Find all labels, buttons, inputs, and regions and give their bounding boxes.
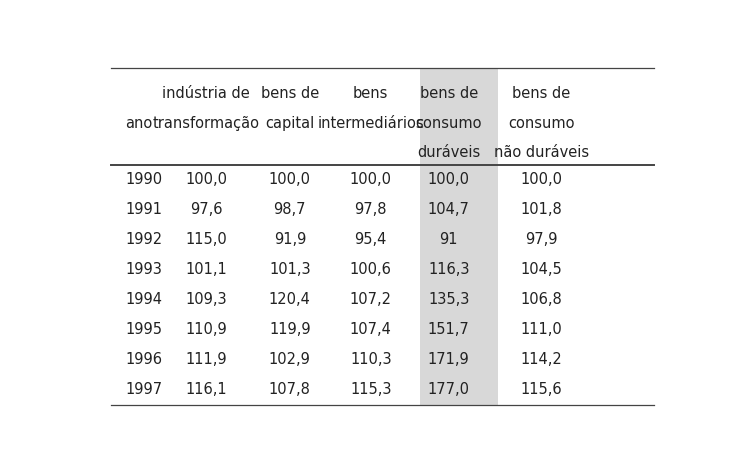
Text: 1997: 1997 — [125, 382, 162, 398]
Text: consumo: consumo — [508, 116, 574, 131]
Text: 102,9: 102,9 — [269, 352, 311, 367]
Text: transformação: transformação — [152, 116, 260, 131]
Text: 101,1: 101,1 — [185, 262, 227, 278]
Text: consumo: consumo — [416, 116, 482, 131]
Text: 177,0: 177,0 — [427, 382, 470, 398]
Text: 100,0: 100,0 — [269, 173, 311, 187]
Text: 100,6: 100,6 — [350, 262, 392, 278]
Text: 111,0: 111,0 — [521, 322, 562, 338]
Text: 1996: 1996 — [125, 352, 162, 367]
Text: 116,1: 116,1 — [185, 382, 227, 398]
Text: 119,9: 119,9 — [269, 322, 310, 338]
Text: ano: ano — [125, 116, 152, 131]
Text: 115,0: 115,0 — [185, 232, 227, 247]
Bar — [420, 68, 498, 405]
Text: 101,3: 101,3 — [269, 262, 310, 278]
Text: 106,8: 106,8 — [521, 292, 562, 307]
Text: 109,3: 109,3 — [185, 292, 227, 307]
Text: 97,6: 97,6 — [189, 202, 222, 218]
Text: indústria de: indústria de — [162, 86, 250, 101]
Text: 1991: 1991 — [125, 202, 162, 218]
Text: 100,0: 100,0 — [350, 173, 392, 187]
Text: 107,4: 107,4 — [350, 322, 392, 338]
Text: bens: bens — [353, 86, 389, 101]
Text: 100,0: 100,0 — [427, 173, 470, 187]
Text: duráveis: duráveis — [417, 145, 480, 160]
Text: 151,7: 151,7 — [428, 322, 470, 338]
Text: intermediários: intermediários — [318, 116, 424, 131]
Text: 107,8: 107,8 — [269, 382, 311, 398]
Text: 100,0: 100,0 — [520, 173, 562, 187]
Text: 98,7: 98,7 — [274, 202, 306, 218]
Text: bens de: bens de — [260, 86, 319, 101]
Text: 1992: 1992 — [125, 232, 162, 247]
Text: 114,2: 114,2 — [521, 352, 562, 367]
Text: 101,8: 101,8 — [521, 202, 562, 218]
Text: 1990: 1990 — [125, 173, 162, 187]
Text: 91: 91 — [439, 232, 458, 247]
Text: bens de: bens de — [513, 86, 571, 101]
Text: 115,6: 115,6 — [521, 382, 562, 398]
Text: 171,9: 171,9 — [428, 352, 470, 367]
Text: 116,3: 116,3 — [428, 262, 469, 278]
Text: 120,4: 120,4 — [269, 292, 311, 307]
Text: 1994: 1994 — [125, 292, 162, 307]
Text: 100,0: 100,0 — [185, 173, 227, 187]
Text: não duráveis: não duráveis — [494, 145, 589, 160]
Text: 97,9: 97,9 — [525, 232, 557, 247]
Text: 135,3: 135,3 — [428, 292, 469, 307]
Text: 104,7: 104,7 — [428, 202, 470, 218]
Text: 97,8: 97,8 — [354, 202, 387, 218]
Text: 111,9: 111,9 — [185, 352, 227, 367]
Text: 1995: 1995 — [125, 322, 162, 338]
Text: 1993: 1993 — [125, 262, 162, 278]
Text: bens de: bens de — [420, 86, 478, 101]
Text: 110,3: 110,3 — [350, 352, 392, 367]
Text: 115,3: 115,3 — [350, 382, 392, 398]
Text: 110,9: 110,9 — [185, 322, 227, 338]
Text: 95,4: 95,4 — [354, 232, 387, 247]
Text: 107,2: 107,2 — [350, 292, 392, 307]
Text: 91,9: 91,9 — [274, 232, 306, 247]
Text: 104,5: 104,5 — [521, 262, 562, 278]
Text: capital: capital — [265, 116, 315, 131]
